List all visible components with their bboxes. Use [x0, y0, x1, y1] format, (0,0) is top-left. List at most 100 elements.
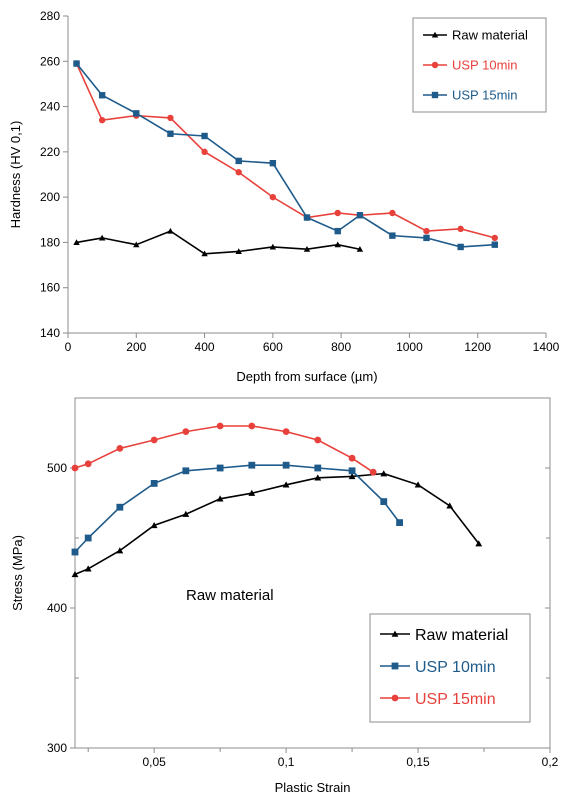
data-point	[414, 481, 422, 488]
y-tick-label: 200	[40, 190, 60, 204]
legend-entry: USP 15min	[423, 88, 518, 103]
y-axis-label: Stress (MPa)	[10, 535, 25, 611]
x-tick-label: 0,15	[406, 755, 430, 769]
y-tick-label: 140	[40, 326, 60, 340]
data-point	[116, 445, 124, 452]
data-point	[334, 209, 341, 217]
y-axis-label: Hardness (HV 0,1)	[8, 121, 23, 229]
legend-label: USP 10min	[452, 58, 518, 73]
data-point	[423, 234, 430, 242]
data-point	[73, 239, 80, 245]
data-point	[150, 480, 158, 487]
data-point	[269, 159, 277, 167]
data-point	[269, 193, 277, 201]
data-point	[73, 60, 80, 67]
x-axis-label: Depth from surface (µm)	[236, 369, 377, 384]
x-tick-label: 400	[195, 340, 215, 354]
legend: Raw material USP 10min USP 15min	[412, 17, 547, 113]
data-point	[116, 547, 124, 554]
data-point	[98, 92, 106, 99]
data-point	[423, 227, 430, 235]
data-point	[491, 241, 498, 248]
data-point	[380, 498, 388, 505]
data-point	[396, 519, 403, 526]
stress-strain-chart: 0,05 0,1 0,15 0,2 300 400 500 Plastic Strain Str…	[10, 397, 559, 795]
y-tick-label: 280	[40, 9, 60, 23]
legend-entry: USP 10min	[423, 58, 518, 73]
data-point	[84, 460, 92, 468]
y-tick-label: 160	[40, 281, 60, 295]
legend-entry: Raw material	[380, 627, 508, 644]
x-tick-label: 200	[126, 340, 146, 354]
x-tick-label: 0,05	[142, 755, 166, 769]
data-point	[84, 565, 92, 572]
data-point	[248, 489, 256, 496]
legend-entry: USP 15min	[380, 691, 496, 708]
data-point	[216, 495, 224, 502]
x-tick-label: 1400	[533, 340, 560, 354]
data-point	[167, 114, 174, 122]
data-point	[235, 169, 242, 176]
series-usp-15min	[71, 422, 377, 476]
data-point	[314, 436, 322, 444]
legend-marker	[431, 61, 439, 69]
data-point	[84, 534, 92, 542]
legend-label: USP 15min	[415, 691, 496, 708]
data-point	[216, 422, 224, 430]
annotation-label: Raw material	[186, 587, 274, 604]
y-tick-label: 180	[40, 235, 60, 249]
legend: Raw material USP 10min USP 15min	[369, 613, 531, 723]
data-point	[116, 503, 124, 511]
legend-entry: Raw material	[423, 28, 528, 43]
series-line	[74, 472, 480, 576]
legend-label: Raw material	[415, 627, 508, 644]
series-line	[75, 63, 495, 248]
data-point	[282, 461, 290, 469]
x-tick-label: 0	[65, 340, 72, 354]
x-tick-label: 1200	[464, 340, 491, 354]
data-point	[334, 227, 341, 235]
series-usp-15min	[73, 60, 498, 251]
data-point	[446, 502, 454, 509]
data-point	[380, 470, 388, 477]
data-point	[133, 110, 140, 117]
data-point	[248, 422, 256, 430]
y-tick-label: 400	[47, 601, 67, 615]
series-usp-10min	[71, 461, 403, 556]
x-tick-label: 0,2	[542, 755, 559, 769]
y-tick-label: 500	[47, 461, 67, 475]
data-point	[457, 225, 464, 233]
data-point	[71, 548, 79, 556]
data-point	[389, 232, 396, 239]
x-tick-label: 800	[331, 340, 351, 354]
data-point	[348, 467, 356, 475]
data-point	[71, 571, 79, 578]
legend-label: USP 10min	[415, 659, 496, 676]
data-point	[334, 241, 341, 248]
data-point	[98, 116, 106, 124]
data-point	[216, 464, 224, 472]
y-tick-label: 300	[47, 741, 67, 755]
data-point	[235, 157, 242, 165]
data-point	[314, 464, 322, 472]
x-axis-label: Plastic Strain	[275, 780, 351, 795]
data-point	[314, 474, 322, 481]
data-point	[356, 246, 364, 252]
x-tick-label: 0,1	[278, 755, 295, 769]
data-point	[282, 481, 290, 488]
data-point	[201, 132, 208, 140]
data-point	[491, 234, 498, 242]
data-point	[303, 214, 311, 221]
data-point	[389, 209, 396, 217]
legend-entry: USP 10min	[380, 659, 496, 676]
data-point	[201, 148, 208, 156]
data-point	[348, 454, 356, 462]
legend-marker	[391, 630, 399, 637]
data-point	[303, 246, 311, 252]
data-point	[150, 522, 158, 529]
x-tick-label: 600	[263, 340, 283, 354]
data-point	[369, 468, 377, 476]
legend-marker	[391, 662, 399, 670]
legend-label: Raw material	[452, 28, 528, 43]
